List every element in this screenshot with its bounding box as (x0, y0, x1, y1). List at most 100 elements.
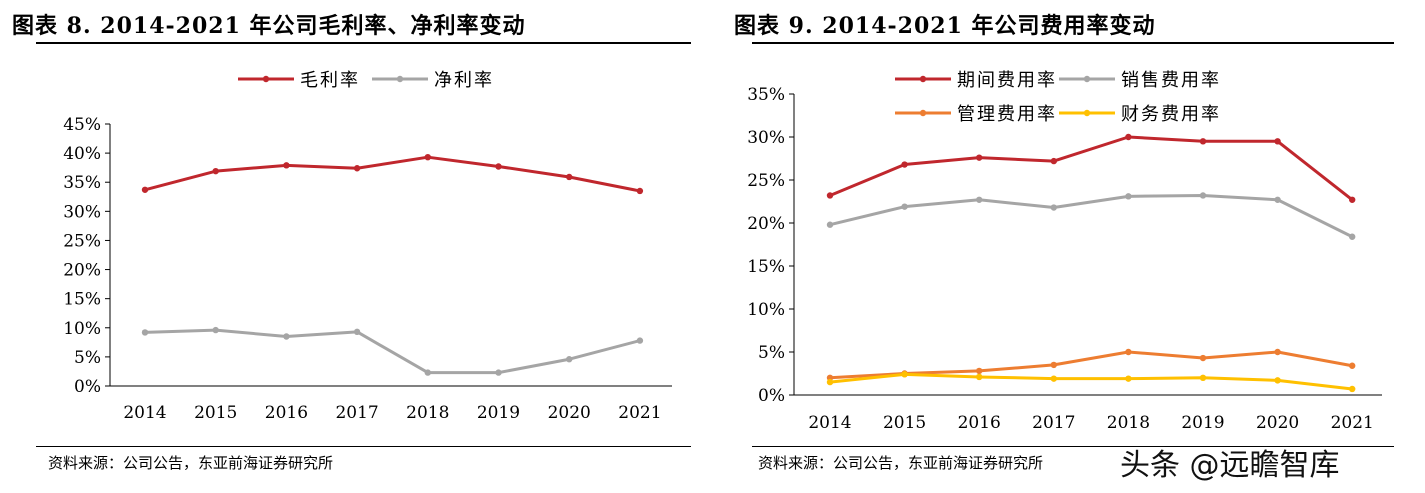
series-line (829, 135, 1354, 201)
y-tick-label: 35% (63, 173, 101, 193)
y-tick-label: 20% (747, 214, 785, 234)
y-tick-label: 0% (74, 377, 101, 397)
data-point (566, 173, 573, 181)
y-tick-label: 10% (63, 319, 101, 339)
data-point (976, 373, 983, 381)
y-tick-label: 20% (63, 261, 101, 281)
data-point (826, 192, 834, 199)
x-tick-label: 2021 (618, 403, 661, 423)
data-point (1349, 233, 1356, 240)
legend-label: 期间费用率 (957, 70, 1057, 91)
data-point (636, 187, 644, 195)
y-tick-label: 35% (747, 85, 785, 105)
x-tick-label: 2020 (548, 403, 591, 423)
data-point (424, 153, 431, 161)
margin-chart: 0% 5% 10% 15% 20% 25% 30% 35% 40% 45% 2014 2015 2016… (63, 70, 672, 423)
data-point (1199, 354, 1207, 362)
x-tick-label: 2014 (808, 413, 851, 433)
data-point (495, 369, 502, 376)
legend-label: 销售费用率 (1121, 70, 1221, 91)
y-tick-label: 10% (747, 300, 785, 320)
legend-marker (919, 75, 927, 83)
y-tick-label: 0% (758, 386, 785, 406)
data-point (283, 162, 290, 169)
chart-title: 图表 8. 2014-2021 年公司毛利率、净利率变动 (12, 13, 526, 39)
data-point (1274, 348, 1281, 356)
data-point (1050, 157, 1057, 165)
legend-label: 财务费用率 (1121, 104, 1221, 125)
data-point (901, 203, 908, 210)
x-tick-label: 2019 (477, 403, 520, 423)
data-point (1274, 377, 1281, 384)
y-tick-label: 30% (63, 202, 101, 222)
right-chart-panel: 图表 9. 2014-2021 年公司费用率变动 0% 5% 10% 15% 20% 25… (722, 0, 1425, 493)
data-point (826, 221, 834, 228)
x-tick-label: 2018 (406, 403, 449, 423)
x-tick-label: 2015 (883, 413, 926, 433)
data-point (1050, 204, 1057, 211)
y-tick-label: 45% (63, 115, 101, 135)
data-point (495, 163, 502, 170)
data-point (976, 154, 983, 161)
data-point (1349, 385, 1356, 393)
left-chart-panel: 图表 8. 2014-2021 年公司毛利率、净利率变动 0% 5% 10% 15% 2… (0, 0, 708, 493)
x-tick-label: 2015 (194, 403, 237, 423)
watermark: 头条 @远瞻智库 (1120, 448, 1340, 483)
x-tick-label: 2017 (1032, 413, 1075, 433)
data-point (1125, 133, 1132, 141)
source-divider (752, 446, 1394, 447)
expense-chart: 0% 5% 10% 15% 20% 25% 30% 35% 2014 2015 2016 2017 20… (747, 70, 1382, 433)
x-tick-label: 2014 (123, 403, 166, 423)
y-tick-label: 15% (63, 290, 101, 310)
x-tick-label: 2016 (958, 413, 1001, 433)
data-point (1349, 362, 1356, 369)
legend-marker (919, 109, 927, 117)
y-tick-label: 5% (758, 343, 785, 363)
data-point (636, 337, 644, 344)
y-tick-label: 15% (747, 257, 785, 277)
x-tick-label: 2018 (1107, 413, 1150, 433)
data-point (1125, 193, 1132, 200)
data-point (212, 326, 219, 334)
data-point (826, 378, 834, 386)
title-divider (752, 42, 1394, 44)
series-line (144, 155, 641, 193)
x-tick-label: 2019 (1181, 413, 1224, 433)
title-divider (36, 42, 691, 44)
data-point (901, 371, 908, 378)
data-point (901, 161, 908, 168)
x-tick-label: 2016 (265, 403, 308, 423)
legend-marker (262, 75, 270, 83)
data-point (976, 367, 983, 375)
data-point (1274, 138, 1281, 145)
data-point (1349, 196, 1356, 203)
y-tick-label: 25% (63, 231, 101, 251)
series-line (829, 350, 1353, 380)
series-line (144, 328, 641, 375)
source-note: 资料来源：公司公告，东亚前海证券研究所 (48, 454, 334, 472)
data-point (212, 167, 219, 175)
data-point (976, 196, 983, 203)
data-point (353, 328, 361, 336)
source-note: 资料来源：公司公告，东亚前海证券研究所 (758, 454, 1044, 472)
data-point (1050, 361, 1057, 369)
data-point (353, 165, 361, 172)
data-point (1199, 138, 1207, 145)
y-tick-label: 30% (747, 128, 785, 148)
x-tick-label: 2021 (1331, 413, 1374, 433)
legend-label: 管理费用率 (957, 104, 1057, 125)
legend-marker (1083, 109, 1091, 117)
data-point (1125, 375, 1132, 382)
chart-title: 图表 9. 2014-2021 年公司费用率变动 (734, 13, 1156, 39)
series-line (829, 372, 1353, 391)
legend-marker (1083, 75, 1091, 83)
data-point (1274, 196, 1281, 203)
data-point (424, 369, 431, 376)
data-point (1199, 374, 1207, 381)
data-point (566, 356, 573, 363)
data-point (141, 186, 149, 193)
data-point (141, 329, 149, 336)
legend-label: 净利率 (434, 70, 494, 91)
y-tick-label: 40% (63, 144, 101, 164)
data-point (283, 333, 290, 340)
